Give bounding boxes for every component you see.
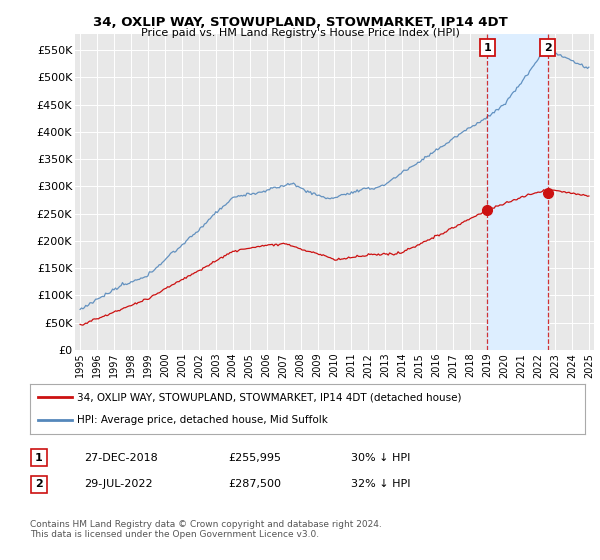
Text: HPI: Average price, detached house, Mid Suffolk: HPI: Average price, detached house, Mid … xyxy=(77,416,328,426)
Text: 29-JUL-2022: 29-JUL-2022 xyxy=(84,479,152,489)
Text: £255,995: £255,995 xyxy=(228,452,281,463)
Text: 30% ↓ HPI: 30% ↓ HPI xyxy=(351,452,410,463)
Text: 1: 1 xyxy=(35,452,43,463)
Text: 1: 1 xyxy=(483,43,491,53)
Text: 32% ↓ HPI: 32% ↓ HPI xyxy=(351,479,410,489)
Bar xyxy=(487,34,548,350)
Text: £287,500: £287,500 xyxy=(228,479,281,489)
Text: Contains HM Land Registry data © Crown copyright and database right 2024.
This d: Contains HM Land Registry data © Crown c… xyxy=(30,520,382,539)
Text: 34, OXLIP WAY, STOWUPLAND, STOWMARKET, IP14 4DT: 34, OXLIP WAY, STOWUPLAND, STOWMARKET, I… xyxy=(92,16,508,29)
Text: 2: 2 xyxy=(544,43,552,53)
Text: 2: 2 xyxy=(35,479,43,489)
Text: 34, OXLIP WAY, STOWUPLAND, STOWMARKET, IP14 4DT (detached house): 34, OXLIP WAY, STOWUPLAND, STOWMARKET, I… xyxy=(77,392,461,402)
Text: Price paid vs. HM Land Registry's House Price Index (HPI): Price paid vs. HM Land Registry's House … xyxy=(140,28,460,38)
Text: 27-DEC-2018: 27-DEC-2018 xyxy=(84,452,158,463)
